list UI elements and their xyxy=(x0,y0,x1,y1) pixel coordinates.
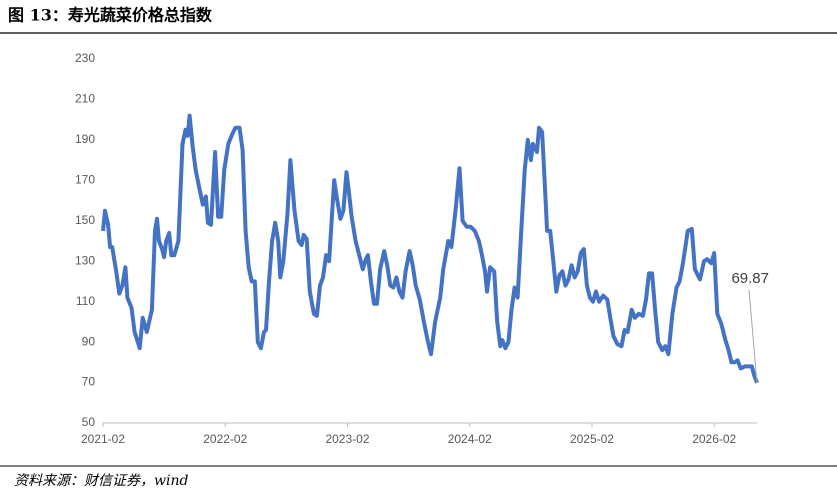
y-tick-label: 90 xyxy=(82,334,96,348)
chart-title: 图 13：寿光蔬菜价格总指数 xyxy=(8,6,213,25)
annotation-leader xyxy=(748,289,758,383)
y-tick-label: 210 xyxy=(75,92,95,106)
x-tick-label: 2022-02 xyxy=(203,432,247,446)
y-tick-label: 130 xyxy=(75,253,95,267)
y-tick-label: 70 xyxy=(82,375,96,389)
y-tick-label: 50 xyxy=(82,415,96,429)
y-tick-label: 230 xyxy=(75,51,95,65)
series-line xyxy=(101,113,759,384)
x-tick-label: 2023-02 xyxy=(325,432,369,446)
x-tick-label: 2025-02 xyxy=(570,432,614,446)
y-tick-label: 110 xyxy=(76,294,95,308)
x-tick-label: 2024-02 xyxy=(448,432,492,446)
x-tick-label: 2026-02 xyxy=(692,432,736,446)
x-tick-label: 2021-02 xyxy=(81,432,125,446)
data-label: 69.87 xyxy=(731,270,769,287)
y-tick-label: 170 xyxy=(75,173,95,187)
source-note: 资料来源：财信证券，wind xyxy=(14,473,188,489)
y-tick-label: 190 xyxy=(75,132,95,146)
y-tick-label: 150 xyxy=(75,213,95,227)
